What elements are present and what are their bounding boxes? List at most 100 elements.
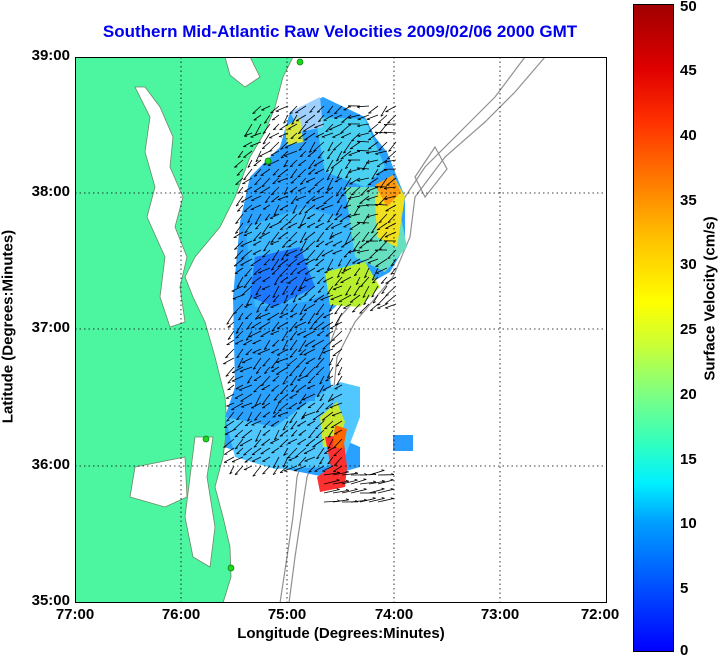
velocity-arrow	[323, 489, 340, 494]
velocity-arrow	[225, 366, 235, 377]
velocity-arrow	[368, 497, 385, 503]
velocity-arrowhead	[263, 263, 267, 266]
velocity-arrow	[307, 375, 316, 384]
velocity-arrowhead	[345, 470, 349, 473]
velocity-arrow	[322, 465, 334, 472]
velocity-arrowhead	[255, 159, 259, 163]
velocity-arrowhead	[390, 478, 394, 481]
velocity-arrowhead	[369, 239, 373, 241]
velocity-arrowhead	[227, 381, 231, 384]
velocity-arrow	[227, 384, 235, 391]
velocity-arrowhead	[357, 125, 361, 128]
velocity-arrow	[343, 141, 352, 154]
velocity-arrowhead	[298, 132, 302, 135]
velocity-arrowhead	[244, 231, 248, 234]
velocity-arrowhead	[289, 112, 293, 114]
velocity-arrow	[332, 490, 349, 494]
velocity-arrowhead	[238, 318, 242, 321]
velocity-arrow	[263, 366, 271, 374]
velocity-arrow	[359, 303, 370, 314]
velocity-arrow	[243, 204, 253, 212]
velocity-arrow	[341, 479, 358, 485]
velocity-arrow	[356, 149, 370, 152]
velocity-arrowhead	[304, 239, 308, 241]
velocity-arrow	[321, 249, 334, 257]
velocity-arrow	[332, 249, 343, 254]
velocity-arrowhead	[304, 293, 308, 295]
velocity-arrow	[314, 177, 325, 186]
velocity-arrowhead	[378, 121, 382, 124]
velocity-arrow	[323, 195, 334, 205]
velocity-arrowhead	[343, 188, 347, 191]
velocity-arrow	[298, 429, 307, 436]
velocity-arrow	[287, 438, 298, 444]
velocity-arrowhead	[334, 284, 338, 286]
velocity-arrow	[357, 132, 370, 137]
velocity-arrow	[270, 258, 280, 271]
velocity-arrowhead	[254, 222, 258, 225]
velocity-arrow	[225, 348, 235, 358]
velocity-vectors	[223, 105, 397, 503]
velocity-arrow	[315, 303, 325, 316]
velocity-arrow	[235, 195, 244, 207]
velocity-arrow	[255, 285, 262, 296]
velocity-arrow	[292, 204, 298, 214]
velocity-arrowhead	[262, 364, 266, 367]
velocity-arrow	[277, 195, 289, 200]
velocity-arrow	[234, 465, 244, 475]
velocity-arrow	[290, 420, 298, 430]
velocity-arrowhead	[365, 204, 369, 207]
velocity-arrow	[385, 105, 397, 113]
velocity-arrow	[326, 285, 334, 295]
velocity-arrowhead	[273, 411, 277, 415]
velocity-arrow	[297, 438, 307, 445]
velocity-arrow	[233, 231, 244, 238]
velocity-arrowhead	[359, 202, 363, 204]
velocity-arrow	[270, 186, 280, 196]
velocity-arrow	[261, 177, 271, 187]
velocity-arrowhead	[237, 210, 241, 212]
velocity-arrow	[375, 150, 388, 155]
velocity-arrow	[305, 177, 316, 183]
velocity-arrow	[254, 312, 262, 320]
velocity-arrowhead	[336, 479, 340, 481]
colorbar	[633, 4, 674, 652]
velocity-arrowhead	[378, 221, 382, 224]
velocity-arrow	[246, 321, 253, 330]
velocity-arrowhead	[372, 497, 376, 499]
velocity-arrow	[235, 177, 244, 185]
velocity-arrowhead	[354, 478, 358, 481]
velocity-arrow	[364, 267, 370, 278]
velocity-arrowhead	[283, 121, 287, 124]
velocity-arrowhead	[261, 403, 265, 406]
velocity-arrow	[269, 213, 280, 219]
velocity-arrow	[272, 402, 280, 414]
velocity-arrowhead	[315, 427, 319, 430]
x-tick-label: 76:00	[161, 606, 201, 623]
velocity-arrow	[350, 132, 361, 142]
velocity-arrow	[352, 240, 361, 252]
velocity-arrowhead	[356, 221, 360, 225]
velocity-arrowhead	[271, 258, 275, 261]
velocity-arrow	[252, 465, 262, 477]
velocity-arrow	[262, 204, 271, 210]
velocity-arrow	[250, 258, 262, 267]
velocity-arrowhead	[356, 140, 360, 144]
velocity-arrow	[371, 285, 379, 298]
velocity-arrow	[315, 258, 325, 267]
velocity-arrowhead	[263, 249, 267, 252]
velocity-arrow	[277, 411, 289, 417]
velocity-arrowhead	[236, 356, 240, 359]
velocity-arrowhead	[315, 366, 319, 368]
velocity-arrowhead	[362, 295, 366, 298]
velocity-arrowhead	[298, 148, 302, 151]
velocity-arrowhead	[315, 436, 319, 439]
velocity-arrowhead	[243, 454, 247, 456]
velocity-arrowhead	[327, 435, 331, 438]
velocity-arrowhead	[289, 348, 293, 351]
velocity-arrow	[283, 465, 298, 472]
velocity-arrow	[288, 321, 298, 332]
y-tick-label: 37:00	[31, 319, 70, 336]
velocity-arrow	[332, 480, 349, 485]
velocity-arrow	[235, 213, 244, 224]
